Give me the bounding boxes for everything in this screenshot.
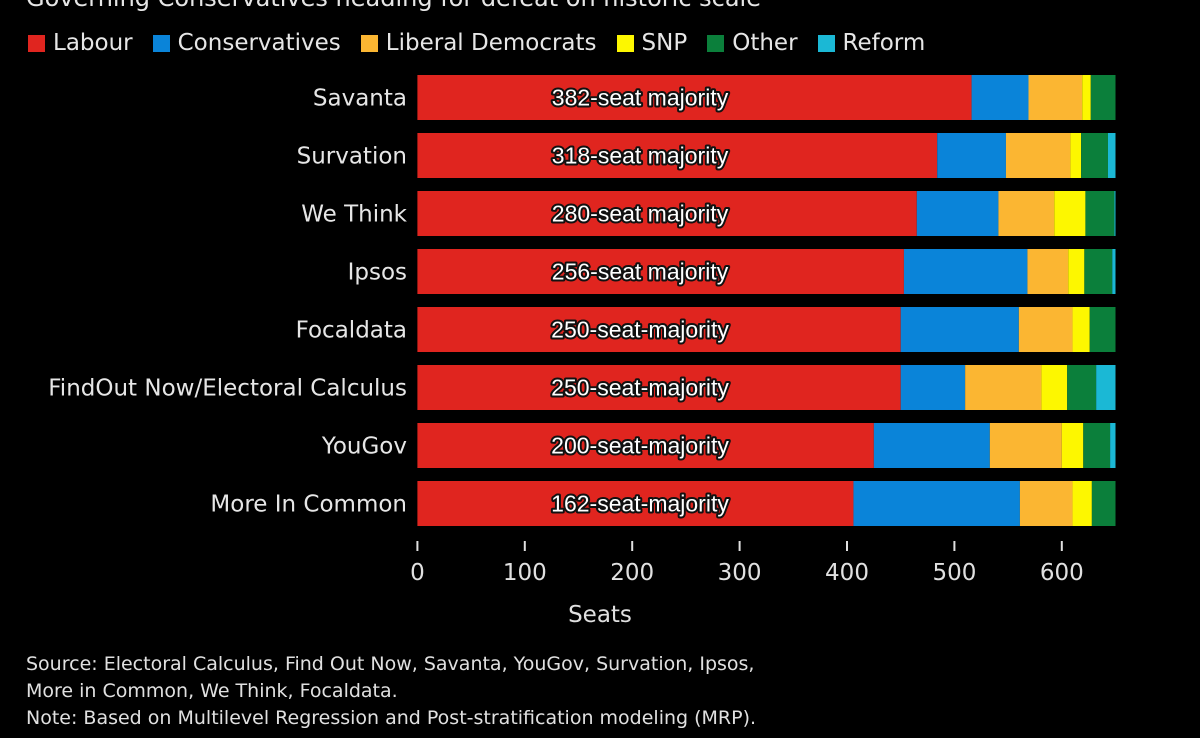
x-tick-label: 100 bbox=[503, 560, 547, 586]
bar-segment-labour bbox=[417, 191, 917, 236]
bar-segment-labour bbox=[417, 423, 874, 468]
bar-segment-conservatives bbox=[900, 365, 966, 410]
majority-label: 318-seat majority bbox=[552, 143, 729, 169]
legend-label: Reform bbox=[842, 30, 926, 56]
bar-segment-reform bbox=[1112, 249, 1116, 294]
legend-label: Labour bbox=[53, 30, 133, 56]
bar-segment-liberal-democrats bbox=[1005, 133, 1071, 178]
bar-segment-labour bbox=[417, 75, 972, 120]
bar-segment-conservatives bbox=[873, 423, 990, 468]
category-label: Survation bbox=[297, 144, 407, 170]
bar-segment-snp bbox=[1082, 75, 1091, 120]
x-tick-label: 300 bbox=[718, 560, 762, 586]
x-tick-label: 600 bbox=[1040, 560, 1084, 586]
legend-item-reform: Reform bbox=[817, 30, 926, 56]
note: Note: Based on Multilevel Regression and… bbox=[26, 707, 757, 729]
bar-segment-reform bbox=[1110, 423, 1116, 468]
category-label: More In Common bbox=[210, 492, 407, 518]
legend-item-other: Other bbox=[707, 30, 798, 56]
bar-segment-snp bbox=[1072, 481, 1092, 526]
bar-segment-labour bbox=[417, 481, 854, 526]
legend-swatch bbox=[152, 34, 170, 52]
majority-label: 162-seat-majority bbox=[551, 491, 729, 517]
legend-label: Other bbox=[732, 30, 798, 56]
legend: Labour Conservatives Liberal Democrats S… bbox=[28, 30, 945, 56]
bar-segment-labour bbox=[417, 133, 938, 178]
x-axis-label: Seats bbox=[568, 602, 632, 628]
bar-segment-conservatives bbox=[937, 133, 1006, 178]
category-label: YouGov bbox=[321, 434, 407, 460]
category-labels: Savanta Survation We Think Ipsos Focaldata Fi… bbox=[48, 86, 407, 518]
bar-segment-other bbox=[1067, 365, 1097, 410]
category-label: Focaldata bbox=[296, 318, 407, 344]
legend-item-conservatives: Conservatives bbox=[152, 30, 341, 56]
bar-segment-labour bbox=[417, 249, 904, 294]
legend-swatch bbox=[616, 34, 634, 52]
x-tick-label: 400 bbox=[825, 560, 869, 586]
source-line-1: Source: Electoral Calculus, Find Out Now… bbox=[26, 653, 755, 675]
bar-segment-snp bbox=[1041, 365, 1068, 410]
bar-segment-other bbox=[1091, 481, 1116, 526]
bar-segment-reform bbox=[1114, 191, 1116, 236]
legend-label: Conservatives bbox=[177, 30, 341, 56]
majority-label: 382-seat majority bbox=[552, 85, 729, 111]
bar-segment-other bbox=[1084, 249, 1113, 294]
x-tick-label: 500 bbox=[932, 560, 976, 586]
source-line-2: More in Common, We Think, Focaldata. bbox=[26, 680, 398, 702]
bar-segment-conservatives bbox=[916, 191, 999, 236]
legend-label: SNP bbox=[641, 30, 688, 56]
bar-segment-labour bbox=[417, 307, 901, 352]
bar-segment-other bbox=[1083, 423, 1111, 468]
chart-title: Governing Conservatives heading for defe… bbox=[26, 0, 761, 12]
bar-segment-liberal-democrats bbox=[1018, 307, 1073, 352]
bar-segment-liberal-democrats bbox=[965, 365, 1042, 410]
bar-segment-conservatives bbox=[900, 307, 1019, 352]
bar-segment-snp bbox=[1068, 249, 1085, 294]
legend-swatch bbox=[28, 34, 45, 52]
bar-segment-reform bbox=[1107, 133, 1116, 178]
bar-segment-liberal-democrats bbox=[989, 423, 1062, 468]
bar-segment-other bbox=[1090, 75, 1116, 120]
legend-label: Liberal Democrats bbox=[385, 30, 597, 56]
majority-label: 280-seat majority bbox=[552, 201, 729, 227]
legend-swatch bbox=[360, 34, 378, 52]
bar-segment-conservatives bbox=[903, 249, 1028, 294]
majority-label: 200-seat-majority bbox=[551, 433, 729, 459]
x-axis: 0 100 200 300 400 500 600 bbox=[410, 541, 1084, 586]
bar-segment-labour bbox=[417, 365, 901, 410]
legend-swatch bbox=[707, 34, 725, 52]
majority-label: 250-seat-majority bbox=[551, 317, 729, 343]
majority-label: 256-seat majority bbox=[552, 259, 729, 285]
legend-item-labour: Labour bbox=[28, 30, 133, 56]
bar-segment-snp bbox=[1061, 423, 1084, 468]
majority-annotations: 382-seat majority 318-seat majority 280-se… bbox=[549, 83, 731, 519]
bar-segment-snp bbox=[1070, 133, 1082, 178]
bar-segment-other bbox=[1081, 133, 1108, 178]
bar-segment-conservatives bbox=[853, 481, 1020, 526]
x-tick-label: 200 bbox=[610, 560, 654, 586]
category-label: FindOut Now/Electoral Calculus bbox=[48, 376, 407, 402]
bar-segment-liberal-democrats bbox=[1027, 249, 1069, 294]
bar-segment-other bbox=[1089, 307, 1116, 352]
bar-segment-reform bbox=[1096, 365, 1116, 410]
category-label: Ipsos bbox=[348, 260, 407, 286]
bars bbox=[417, 75, 1116, 526]
category-label: We Think bbox=[301, 202, 407, 228]
legend-item-snp: SNP bbox=[616, 30, 688, 56]
bar-segment-conservatives bbox=[971, 75, 1029, 120]
bar-segment-liberal-democrats bbox=[998, 191, 1055, 236]
legend-item-liberal-democrats: Liberal Democrats bbox=[360, 30, 597, 56]
bar-segment-snp bbox=[1072, 307, 1090, 352]
x-tick-label: 0 bbox=[410, 560, 425, 586]
majority-label: 250-seat-majority bbox=[551, 375, 729, 401]
category-label: Savanta bbox=[313, 86, 407, 112]
legend-swatch bbox=[817, 34, 835, 52]
bar-segment-liberal-democrats bbox=[1028, 75, 1083, 120]
bar-segment-liberal-democrats bbox=[1019, 481, 1073, 526]
bar-segment-snp bbox=[1054, 191, 1086, 236]
bar-segment-other bbox=[1085, 191, 1115, 236]
